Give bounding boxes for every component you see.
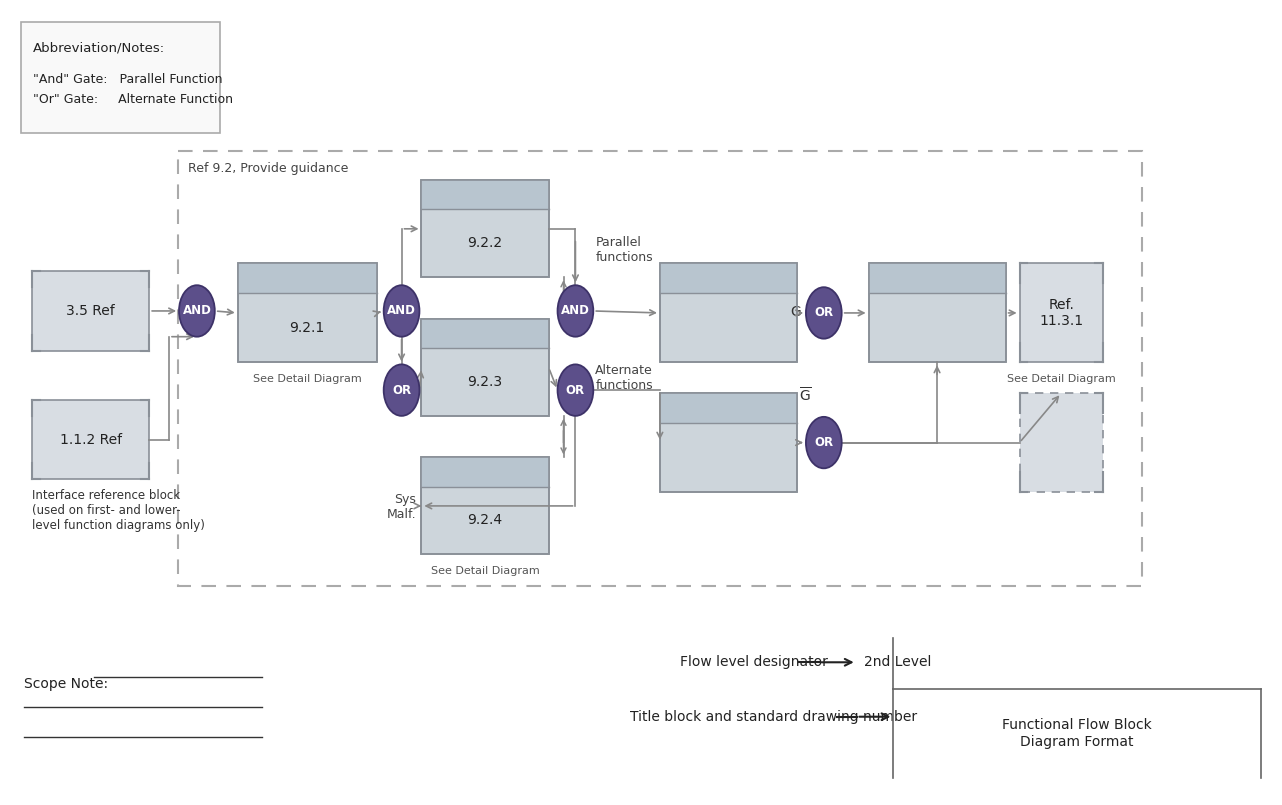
Bar bbox=[422, 457, 549, 486]
Text: Ref 9.2, Provide guidance: Ref 9.2, Provide guidance bbox=[188, 162, 349, 175]
Text: OR: OR bbox=[392, 384, 412, 397]
Bar bbox=[237, 263, 377, 362]
Bar bbox=[237, 263, 377, 362]
Text: AND: AND bbox=[387, 304, 415, 317]
Ellipse shape bbox=[806, 417, 842, 469]
Text: Alternate
functions: Alternate functions bbox=[595, 364, 653, 392]
Text: 1.1.2 Ref: 1.1.2 Ref bbox=[59, 432, 122, 447]
Bar bbox=[660, 263, 797, 362]
Text: Title block and standard drawing number: Title block and standard drawing number bbox=[629, 710, 917, 724]
Bar bbox=[422, 180, 549, 209]
Text: Sys
Malf.: Sys Malf. bbox=[387, 493, 417, 521]
Text: G: G bbox=[790, 305, 801, 319]
Bar bbox=[1019, 393, 1103, 492]
Text: OR: OR bbox=[814, 307, 833, 320]
Bar bbox=[868, 263, 1005, 293]
Text: Ref.
11.3.1: Ref. 11.3.1 bbox=[1040, 298, 1083, 328]
Ellipse shape bbox=[806, 287, 842, 339]
Text: Interface reference block
(used on first- and lower-
level function diagrams onl: Interface reference block (used on first… bbox=[32, 489, 205, 532]
Text: OR: OR bbox=[565, 384, 585, 397]
Bar bbox=[422, 180, 549, 277]
Bar bbox=[422, 457, 549, 555]
Bar bbox=[32, 400, 149, 479]
Text: 9.2.2: 9.2.2 bbox=[468, 237, 503, 250]
Text: 9.2.3: 9.2.3 bbox=[468, 375, 503, 389]
Bar bbox=[422, 319, 549, 348]
Text: AND: AND bbox=[562, 304, 590, 317]
Text: 9.2.4: 9.2.4 bbox=[468, 514, 503, 527]
Bar bbox=[32, 271, 149, 350]
Text: 2nd Level: 2nd Level bbox=[864, 655, 931, 669]
Bar bbox=[660, 393, 797, 492]
Text: AND: AND bbox=[182, 304, 212, 317]
Text: See Detail Diagram: See Detail Diagram bbox=[1006, 374, 1115, 384]
Text: 9.2.1: 9.2.1 bbox=[290, 320, 324, 335]
Text: See Detail Diagram: See Detail Diagram bbox=[253, 374, 362, 384]
Ellipse shape bbox=[558, 365, 594, 416]
Text: Functional Flow Block
Diagram Format: Functional Flow Block Diagram Format bbox=[1003, 718, 1153, 749]
Bar bbox=[868, 263, 1005, 362]
Bar bbox=[178, 151, 1142, 586]
Bar bbox=[868, 263, 1005, 362]
Bar bbox=[21, 22, 219, 133]
Bar bbox=[422, 457, 549, 555]
Bar bbox=[422, 180, 549, 277]
Text: "And" Gate:   Parallel Function: "And" Gate: Parallel Function bbox=[33, 73, 223, 86]
Bar bbox=[660, 263, 797, 293]
Bar bbox=[422, 319, 549, 416]
Text: Flow level designator: Flow level designator bbox=[679, 655, 828, 669]
Bar bbox=[660, 393, 797, 423]
Bar bbox=[1019, 263, 1103, 362]
Ellipse shape bbox=[383, 365, 419, 416]
Text: Scope Note:: Scope Note: bbox=[24, 677, 108, 691]
Bar bbox=[660, 263, 797, 362]
Text: Abbreviation/Notes:: Abbreviation/Notes: bbox=[33, 42, 165, 55]
Text: See Detail Diagram: See Detail Diagram bbox=[431, 566, 540, 576]
Bar bbox=[660, 393, 797, 492]
Text: OR: OR bbox=[814, 436, 833, 449]
Text: $\mathregular{\overline{G}}$: $\mathregular{\overline{G}}$ bbox=[799, 386, 812, 404]
Ellipse shape bbox=[383, 285, 419, 336]
Text: Parallel
functions: Parallel functions bbox=[595, 236, 653, 263]
Ellipse shape bbox=[558, 285, 594, 336]
Bar bbox=[422, 319, 549, 416]
Ellipse shape bbox=[179, 285, 215, 336]
Text: "Or" Gate:     Alternate Function: "Or" Gate: Alternate Function bbox=[33, 93, 233, 106]
Bar bbox=[237, 263, 377, 293]
Text: 3.5 Ref: 3.5 Ref bbox=[67, 304, 115, 318]
